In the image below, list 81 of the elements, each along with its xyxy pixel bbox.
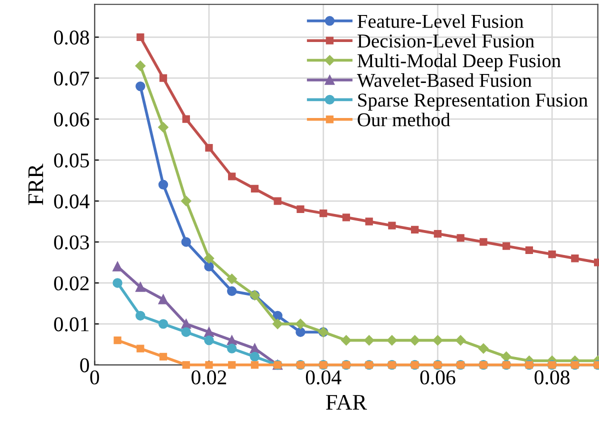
point [114, 336, 122, 344]
x-tick-label: 0.06 [420, 370, 456, 385]
legend-label: Decision-Level Fusion [357, 34, 534, 48]
point [204, 253, 214, 264]
point [227, 286, 237, 296]
point [136, 282, 146, 292]
point [364, 335, 374, 346]
point [181, 319, 191, 329]
point [158, 180, 168, 190]
point [158, 319, 168, 329]
point [342, 214, 350, 222]
point [502, 242, 510, 250]
point [456, 234, 464, 242]
point [571, 254, 579, 262]
point [365, 218, 373, 226]
point [525, 246, 534, 254]
legend-label: Wavelet-Based Fusion [356, 73, 532, 88]
y-tick-label: 0.01 [54, 317, 89, 332]
point [181, 237, 191, 247]
x-axis-title: FAR [326, 394, 367, 410]
point [432, 335, 443, 346]
point [205, 361, 213, 369]
point [501, 352, 512, 362]
legend-label: Sparse Representation Fusion [358, 94, 588, 111]
x-tick-label: 0.08 [534, 370, 570, 385]
point [182, 361, 190, 369]
point [182, 115, 190, 123]
legend-label: Our method [358, 112, 450, 126]
point [250, 352, 260, 362]
point [272, 318, 283, 330]
point [159, 74, 168, 82]
point [296, 327, 306, 337]
point [250, 361, 259, 369]
point [204, 262, 214, 272]
point [135, 60, 146, 71]
point [159, 352, 168, 361]
legend-label: Feature-Level Fusion [357, 14, 524, 28]
y-tick-label: 0.03 [54, 235, 89, 250]
point [386, 335, 398, 346]
y-axis-title: FRR [28, 164, 44, 205]
legend-label: Multi-Modal Deep Fusion [357, 54, 561, 72]
point [204, 335, 214, 346]
x-tick-label: 0.02 [192, 370, 226, 385]
point [274, 197, 282, 205]
point [480, 238, 488, 246]
point [455, 335, 466, 346]
point [388, 222, 396, 230]
y-tick-label: 0.02 [54, 276, 89, 290]
point [411, 226, 419, 234]
y-tick-label: 0.04 [54, 194, 90, 209]
point [226, 274, 237, 284]
point [228, 361, 236, 369]
point [320, 209, 328, 218]
point [295, 318, 306, 330]
point [341, 335, 352, 346]
point [181, 327, 191, 337]
y-tick-label: 0 [80, 358, 89, 372]
point [112, 278, 122, 288]
y-tick-label: 0.05 [54, 153, 89, 168]
point [136, 344, 144, 352]
point [227, 344, 237, 354]
y-tick-label: 0.06 [54, 112, 90, 127]
point [136, 33, 144, 41]
point [158, 294, 168, 304]
point [410, 335, 420, 346]
x-tick-label: 0 [90, 370, 100, 384]
point [158, 122, 168, 132]
point [478, 343, 489, 354]
point [228, 172, 236, 180]
x-tick-label: 0.04 [306, 370, 342, 385]
point [205, 144, 213, 152]
point [434, 230, 442, 238]
y-tick-label: 0.07 [54, 71, 90, 86]
point [136, 81, 146, 92]
point [250, 184, 259, 193]
point [296, 205, 304, 214]
point [548, 250, 556, 258]
y-tick-label: 0.08 [54, 30, 89, 45]
point [136, 310, 146, 321]
point [112, 262, 122, 272]
point [181, 196, 192, 206]
